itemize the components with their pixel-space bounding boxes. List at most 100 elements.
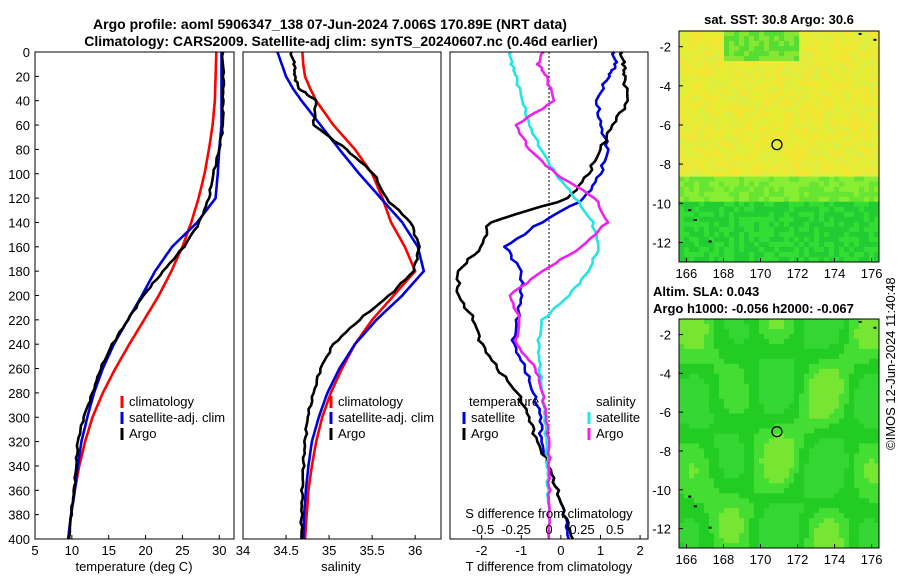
map-cell [779, 423, 785, 429]
map-cell [789, 211, 795, 218]
map-cell [804, 216, 810, 223]
map-cell [734, 46, 740, 52]
map-cell [754, 328, 760, 335]
map-cell [789, 533, 795, 539]
map-cell [804, 106, 810, 112]
map-cell [804, 46, 810, 52]
map-y-tick-label: -6 [659, 405, 671, 420]
sst-map-frame [678, 30, 880, 263]
map-cell [769, 319, 775, 325]
map-cell [744, 448, 750, 454]
map-cell [824, 333, 830, 340]
map-cell [679, 41, 685, 47]
map-cell [814, 408, 820, 414]
map-cell [859, 251, 865, 258]
map-cell [784, 91, 790, 97]
map-cell [804, 493, 810, 499]
map-cell [744, 141, 750, 147]
map-cell [754, 423, 760, 429]
map-cell [699, 368, 705, 375]
map-cell [734, 388, 740, 394]
map-cell [679, 503, 685, 509]
map-cell [779, 131, 785, 137]
map-cell [789, 358, 795, 365]
map-cell [729, 81, 735, 87]
map-cell [864, 319, 870, 325]
map-cell [754, 538, 760, 544]
map-cell [874, 513, 880, 519]
map-cell [834, 333, 840, 340]
map-cell [854, 206, 860, 213]
map-cell [734, 503, 740, 509]
map-cell [774, 523, 780, 529]
map-cell [824, 323, 830, 330]
map-cell [749, 428, 755, 434]
map-cell [854, 41, 860, 47]
map-cell [769, 56, 775, 62]
map-cell [679, 166, 685, 172]
map-cell [694, 488, 700, 494]
map-cell [869, 31, 875, 37]
map-cell [704, 478, 710, 484]
map-cell [814, 126, 820, 132]
map-cell [864, 368, 870, 375]
map-cell [729, 56, 735, 62]
map-cell [769, 211, 775, 218]
map-cell [734, 146, 740, 152]
map-cell [694, 191, 700, 198]
map-cell [724, 41, 730, 47]
map-cell [769, 121, 775, 127]
map-cell [709, 66, 715, 72]
map-cell [859, 498, 865, 504]
map-cell [729, 398, 735, 404]
map-cell [804, 498, 810, 504]
map-cell [709, 403, 715, 409]
map-cell [744, 328, 750, 335]
map-cell [824, 206, 830, 213]
map-cell [824, 236, 830, 243]
map-cell [849, 71, 855, 77]
map-cell [829, 543, 835, 549]
map-cell [734, 533, 740, 539]
map-cell [699, 181, 705, 187]
map-cell [864, 91, 870, 97]
map-cell [804, 403, 810, 409]
map-cell [784, 76, 790, 82]
map-cell [764, 51, 770, 57]
title-line-2: Climatology: CARS2009. Satellite-adj cli… [84, 33, 598, 49]
map-cell [744, 211, 750, 218]
map-cell [814, 206, 820, 213]
map-cell [829, 383, 835, 389]
map-cell [689, 96, 695, 102]
map-cell [694, 463, 700, 469]
map-cell [784, 518, 790, 524]
map-cell [824, 86, 830, 92]
map-cell [794, 56, 800, 62]
map-cell [779, 468, 785, 474]
map-cell [799, 56, 805, 62]
map-cell [679, 483, 685, 489]
map-cell [854, 236, 860, 243]
map-cell [679, 61, 685, 67]
map-cell [734, 438, 740, 444]
map-cell [724, 518, 730, 524]
map-cell [684, 96, 690, 102]
map-cell [764, 231, 770, 238]
map-cell [834, 171, 840, 177]
map-cell [689, 498, 695, 504]
map-cell [759, 91, 765, 97]
map-cell [704, 398, 710, 404]
map-cell [769, 513, 775, 519]
map-cell [684, 131, 690, 137]
map-cell [769, 538, 775, 544]
map-cell [724, 46, 730, 52]
map-cell [874, 76, 880, 82]
map-cell [734, 358, 740, 365]
map-cell [724, 468, 730, 474]
map-island [873, 38, 877, 41]
map-cell [749, 131, 755, 137]
map-cell [759, 338, 765, 345]
map-cell [834, 71, 840, 77]
map-cell [859, 111, 865, 117]
map-cell [819, 538, 825, 544]
